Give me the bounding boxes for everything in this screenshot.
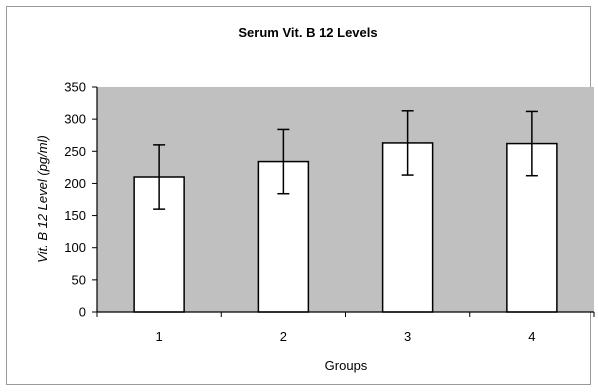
y-tick-label-300: 300 xyxy=(64,112,86,127)
y-tick-label-150: 150 xyxy=(64,208,86,223)
chart-title: Serum Vit. B 12 Levels xyxy=(238,25,377,40)
x-tick-label-1: 1 xyxy=(156,329,163,344)
x-axis-label: Groups xyxy=(325,358,368,373)
y-tick-label-250: 250 xyxy=(64,144,86,159)
y-tick-label-100: 100 xyxy=(64,240,86,255)
y-tick-label-200: 200 xyxy=(64,176,86,191)
x-tick-label-4: 4 xyxy=(528,329,535,344)
y-axis-label: Vit. B 12 Level (pg/ml) xyxy=(35,135,50,263)
y-tick-label-350: 350 xyxy=(64,80,86,95)
y-tick-label-0: 0 xyxy=(79,305,86,320)
x-tick-label-2: 2 xyxy=(280,329,287,344)
x-tick-label-3: 3 xyxy=(404,329,411,344)
y-tick-label-50: 50 xyxy=(72,272,86,287)
